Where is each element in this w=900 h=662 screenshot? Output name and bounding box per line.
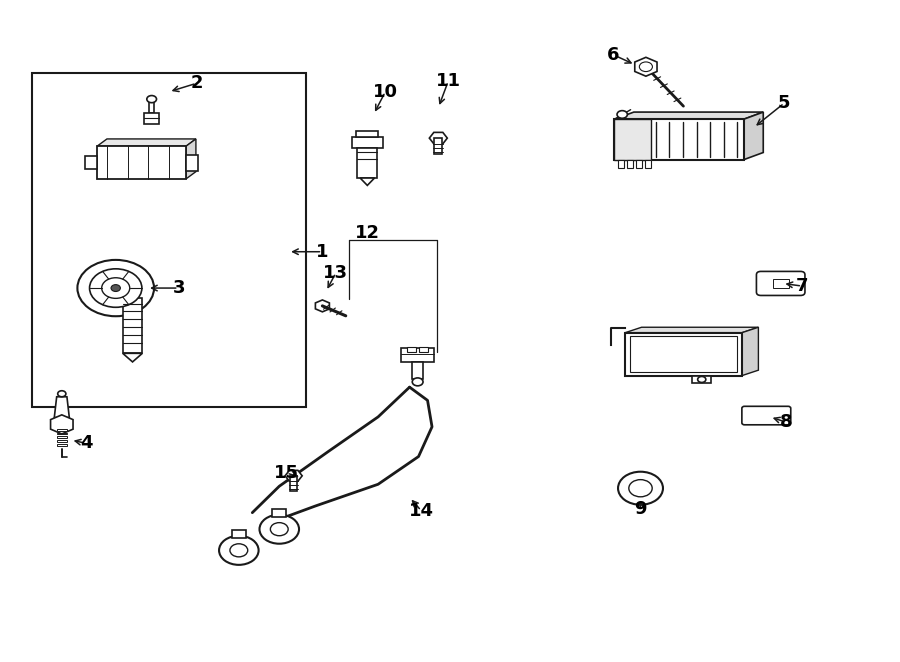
Text: 3: 3 [173, 279, 184, 297]
Text: 2: 2 [190, 74, 203, 92]
Bar [407, 347, 417, 352]
Polygon shape [97, 139, 196, 146]
Polygon shape [50, 415, 73, 434]
Circle shape [639, 62, 652, 71]
Circle shape [147, 95, 157, 103]
Polygon shape [634, 58, 657, 76]
Polygon shape [186, 139, 196, 179]
Circle shape [698, 377, 706, 383]
Bar [57, 429, 67, 431]
Polygon shape [122, 354, 142, 362]
Circle shape [89, 269, 142, 307]
Bar [419, 347, 428, 352]
Polygon shape [742, 327, 759, 375]
Bar [617, 160, 625, 168]
Circle shape [58, 391, 66, 397]
Bar [615, 119, 651, 160]
Text: 10: 10 [373, 83, 398, 101]
Bar [149, 99, 155, 113]
FancyBboxPatch shape [742, 406, 791, 425]
Circle shape [259, 514, 299, 544]
Bar [122, 299, 142, 354]
Bar [290, 476, 297, 491]
Circle shape [629, 480, 652, 496]
Circle shape [618, 472, 663, 504]
Bar [356, 131, 378, 137]
Text: 13: 13 [323, 264, 348, 282]
Circle shape [270, 522, 288, 536]
Text: 4: 4 [80, 434, 93, 452]
Polygon shape [626, 332, 742, 375]
Circle shape [102, 278, 130, 299]
Polygon shape [615, 119, 743, 160]
Circle shape [77, 260, 154, 316]
Polygon shape [743, 112, 763, 160]
Bar [357, 148, 377, 178]
Bar [645, 160, 652, 168]
Circle shape [412, 378, 423, 386]
Text: 5: 5 [778, 94, 790, 112]
Bar [57, 433, 67, 434]
Polygon shape [285, 471, 302, 481]
Text: 12: 12 [355, 224, 380, 242]
Bar [626, 160, 634, 168]
Bar [692, 375, 711, 383]
Bar [401, 348, 434, 362]
Text: 1: 1 [316, 243, 328, 261]
Polygon shape [315, 300, 329, 312]
Bar [412, 362, 423, 379]
Circle shape [617, 111, 627, 118]
Bar [32, 73, 306, 407]
Bar [232, 530, 246, 538]
Bar [85, 156, 97, 169]
Text: 8: 8 [779, 413, 792, 431]
Bar [435, 138, 442, 154]
Bar [773, 279, 788, 287]
Text: 11: 11 [436, 72, 461, 90]
Circle shape [111, 285, 121, 291]
Circle shape [230, 544, 248, 557]
Polygon shape [630, 336, 737, 372]
Text: 7: 7 [796, 277, 808, 295]
Bar [186, 154, 198, 171]
Bar [144, 113, 159, 124]
Text: 14: 14 [409, 502, 434, 520]
Text: 9: 9 [634, 500, 647, 518]
Bar [57, 440, 67, 442]
Polygon shape [429, 132, 447, 144]
Polygon shape [626, 327, 759, 332]
Text: 15: 15 [274, 464, 299, 482]
Polygon shape [97, 146, 186, 179]
FancyBboxPatch shape [756, 271, 805, 295]
Bar [352, 137, 383, 148]
Bar [273, 509, 286, 517]
Bar [57, 444, 67, 446]
Bar [635, 160, 643, 168]
Bar [57, 436, 67, 438]
Polygon shape [54, 397, 69, 418]
Polygon shape [615, 112, 763, 119]
Circle shape [219, 536, 258, 565]
Polygon shape [360, 178, 374, 185]
Text: 6: 6 [608, 46, 620, 64]
